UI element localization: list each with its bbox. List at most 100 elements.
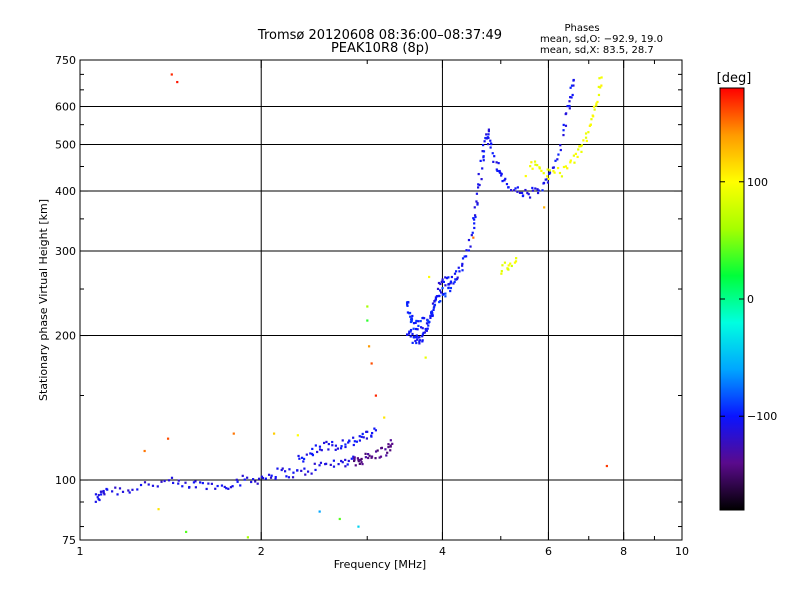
data-point <box>414 321 417 324</box>
data-point <box>515 257 518 260</box>
data-point <box>374 450 378 453</box>
data-point <box>370 456 373 459</box>
data-point <box>102 489 105 493</box>
data-point <box>406 333 409 337</box>
data-point <box>536 188 539 191</box>
data-point <box>570 84 574 87</box>
data-point <box>429 314 432 318</box>
data-point <box>543 206 546 209</box>
data-point <box>419 320 422 323</box>
data-point <box>167 479 171 482</box>
data-point <box>435 295 438 298</box>
data-point <box>357 525 360 528</box>
data-point <box>250 480 253 484</box>
data-point <box>192 481 196 484</box>
chart-title-line2: PEAK10R8 (8p) <box>330 41 430 56</box>
data-point <box>447 286 450 289</box>
data-point <box>487 130 490 133</box>
data-point <box>352 436 355 439</box>
data-point <box>568 100 571 103</box>
data-point <box>445 277 449 280</box>
data-point <box>341 461 344 464</box>
data-point <box>187 486 191 489</box>
data-point <box>116 493 119 496</box>
data-point <box>533 160 537 163</box>
y-tick-label: 75 <box>62 534 76 547</box>
data-point <box>503 179 506 182</box>
data-point <box>557 153 560 156</box>
data-point <box>292 471 295 474</box>
data-point <box>389 445 392 448</box>
data-point <box>493 155 496 158</box>
data-point <box>358 439 362 442</box>
data-point <box>181 485 184 488</box>
data-point <box>157 508 160 511</box>
colorbar-tick-label: 100 <box>747 176 768 189</box>
y-tick-label: 200 <box>55 330 76 343</box>
data-point <box>444 276 447 279</box>
data-point <box>256 482 259 485</box>
data-point <box>415 319 418 323</box>
data-point <box>285 475 288 478</box>
data-point <box>163 479 166 483</box>
data-point <box>436 287 440 290</box>
data-point <box>577 148 580 151</box>
data-point <box>473 206 476 209</box>
data-point <box>338 517 341 521</box>
data-point <box>287 476 291 479</box>
data-point <box>444 292 447 295</box>
data-point <box>385 454 388 457</box>
data-point <box>457 266 460 269</box>
data-point <box>407 301 410 304</box>
data-point <box>470 234 473 237</box>
data-point <box>379 455 383 458</box>
data-point <box>276 467 279 470</box>
data-point <box>411 341 414 344</box>
data-point <box>418 339 422 342</box>
data-point <box>114 486 117 489</box>
data-point <box>297 454 300 458</box>
data-point <box>546 168 549 171</box>
colorbar: [deg] 100 0 −100 <box>717 71 777 511</box>
plot-frame <box>79 59 683 541</box>
data-point <box>220 484 224 487</box>
y-tick-label: 100 <box>55 474 76 487</box>
data-point <box>569 86 572 89</box>
data-point <box>346 463 349 466</box>
data-point <box>184 481 187 484</box>
data-point <box>373 427 376 430</box>
data-point <box>128 491 131 494</box>
data-point <box>416 328 419 331</box>
data-point <box>450 275 453 279</box>
data-point <box>546 181 550 184</box>
data-layer <box>94 73 608 539</box>
data-point <box>433 303 437 306</box>
data-point <box>449 289 452 293</box>
data-point <box>366 305 369 308</box>
data-point <box>489 142 493 145</box>
data-point <box>521 194 525 198</box>
data-point <box>409 335 412 338</box>
data-point <box>500 172 503 176</box>
data-point <box>454 278 457 281</box>
data-point <box>94 493 98 496</box>
data-point <box>300 456 304 459</box>
data-point <box>456 276 459 279</box>
data-point <box>482 155 485 158</box>
data-point <box>302 457 306 461</box>
data-point <box>415 334 418 337</box>
data-point <box>510 264 513 268</box>
data-point <box>227 487 230 490</box>
data-point <box>569 159 572 162</box>
data-point <box>280 468 283 472</box>
data-point <box>410 317 413 320</box>
data-point <box>438 289 442 292</box>
data-point <box>370 362 373 365</box>
data-point <box>538 167 541 170</box>
data-point <box>367 452 370 456</box>
data-point <box>300 469 303 472</box>
data-point <box>207 482 210 485</box>
data-point <box>560 175 564 178</box>
data-point <box>415 341 418 345</box>
data-point <box>572 79 575 82</box>
